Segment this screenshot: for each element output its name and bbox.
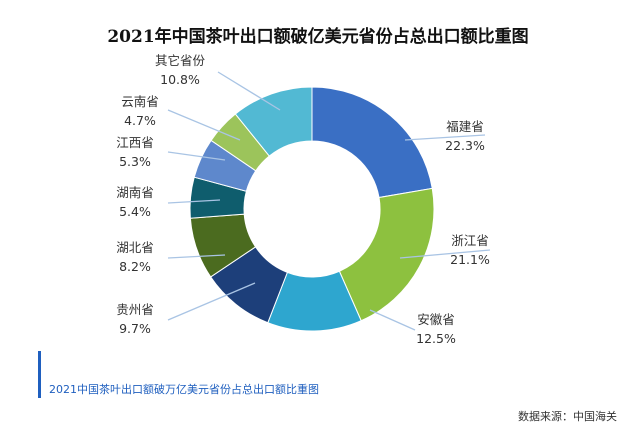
leader-line	[167, 109, 241, 141]
caption-accent-bar	[38, 351, 41, 398]
slice-name-label: 安徽省	[417, 312, 455, 327]
slice-name-label: 江西省	[116, 135, 154, 150]
slice-name-label: 浙江省	[451, 233, 489, 248]
slice-value-label: 5.4%	[119, 204, 151, 219]
slice-8	[234, 86, 313, 157]
leader-line	[369, 309, 416, 331]
slice-name-label: 云南省	[121, 94, 159, 109]
slice-0	[311, 86, 433, 199]
slice-value-label: 4.7%	[124, 113, 156, 128]
slice-name-label: 湖北省	[116, 240, 154, 255]
slice-name-label: 贵州省	[116, 302, 154, 317]
slice-value-label: 12.5%	[416, 331, 456, 346]
slice-value-label: 9.7%	[119, 321, 151, 336]
slice-value-label: 8.2%	[119, 259, 151, 274]
chart-title: 2021年中国茶叶出口额破亿美元省份占总出口额比重图	[107, 26, 528, 47]
slice-name-label: 其它省份	[155, 53, 206, 68]
leader-line	[217, 71, 281, 111]
slice-1	[338, 187, 435, 322]
donut-chart: 2021年中国茶叶出口额破亿美元省份占总出口额比重图 福建省 22.3% 浙江省 21…	[107, 26, 528, 346]
slice-value-label: 21.1%	[450, 252, 490, 267]
leader-line	[167, 254, 226, 259]
leader-line	[399, 249, 491, 259]
leader-line	[404, 134, 486, 141]
slice-value-label: 10.8%	[160, 72, 200, 87]
slice-name-label: 湖南省	[116, 185, 154, 200]
leader-line	[167, 282, 256, 321]
leader-line	[167, 151, 226, 161]
slice-value-label: 22.3%	[445, 138, 485, 153]
leader-line	[167, 199, 221, 204]
data-source: 数据来源：中国海关	[518, 410, 617, 423]
figure-caption: 2021中国茶叶出口额破万亿美元省份占总出口额比重图	[49, 383, 319, 396]
slice-value-label: 5.3%	[119, 154, 151, 169]
slice-name-label: 福建省	[446, 119, 484, 134]
